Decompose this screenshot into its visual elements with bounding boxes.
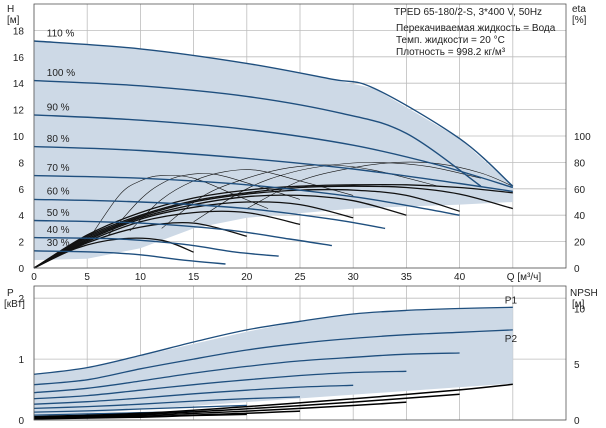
eta-tick-label: 20 [574, 238, 586, 249]
axes [33, 3, 567, 421]
head-curves [33, 40, 514, 269]
head-curve [33, 114, 514, 189]
p-axis-unit: [кВт] [4, 299, 25, 310]
h-tick-label: 4 [18, 211, 24, 222]
h-tick-label: 0 [18, 264, 24, 275]
h-tick-label: 6 [18, 185, 24, 196]
power-envelope [34, 307, 513, 417]
power-curve [33, 329, 513, 386]
q-tick-label: 10 [135, 272, 147, 283]
info-box: TPED 65-180/2-S, 3*400 V, 50Hz Перекачив… [394, 7, 556, 58]
power-curve [33, 396, 301, 410]
head-curve [33, 236, 279, 257]
eta-tick-label: 100 [574, 132, 591, 143]
speed-label: 70 % [47, 163, 70, 174]
q-tick-label: 40 [454, 272, 466, 283]
efficiency-curve [33, 210, 301, 269]
speed-label: 80 % [47, 134, 70, 145]
q-tick-label: 35 [401, 272, 413, 283]
eta-tick-label: 80 [574, 158, 586, 169]
power-envelope-area [34, 307, 513, 417]
efficiency-curve [33, 188, 460, 269]
head-curve [33, 250, 226, 265]
q-tick-label: 30 [348, 272, 360, 283]
h-tick-label: 10 [13, 132, 25, 143]
info-line-1: Перекачиваемая жидкость = Вода [396, 23, 556, 34]
h-tick-label: 16 [13, 53, 25, 64]
npsh-curve [33, 383, 513, 418]
info-line-3: Плотность = 998.2 кг/м³ [396, 47, 506, 58]
chart-title: TPED 65-180/2-S, 3*400 V, 50Hz [394, 7, 542, 18]
eta-tick-label: 0 [574, 264, 580, 275]
head-envelope [34, 41, 513, 261]
p2-label: P2 [505, 334, 518, 345]
speed-label: 30 % [47, 238, 70, 249]
power-curves [33, 306, 513, 420]
power-curve [33, 352, 460, 394]
speed-label: 50 % [47, 208, 70, 219]
head-curve [33, 145, 513, 193]
head-curve [33, 79, 482, 187]
eta-axis-title: eta [572, 4, 586, 15]
q-tick-label: 0 [31, 272, 37, 283]
npsh-axis-title: NPSH [570, 288, 598, 299]
h-tick-label: 8 [18, 158, 24, 169]
x-axis-title: Q [м³/ч] [507, 272, 542, 283]
head-curve [33, 174, 460, 216]
npsh-curve [33, 401, 407, 419]
h-tick-label: 12 [13, 106, 25, 117]
efficiency-hill-curve [193, 162, 481, 223]
q-tick-label: 15 [188, 272, 200, 283]
speed-label: 100 % [47, 68, 75, 79]
p-tick-label: 2 [18, 294, 24, 305]
speed-label: 90 % [47, 102, 70, 113]
p-tick-label: 0 [18, 416, 24, 427]
h-axis-unit: [м] [7, 15, 20, 26]
npsh-tick-label: 5 [574, 360, 580, 371]
q-tick-label: 25 [294, 272, 306, 283]
power-curve [33, 404, 247, 413]
head-curve [33, 198, 386, 230]
p-axis-title: P [7, 288, 14, 299]
npsh-axis-unit: [м] [572, 299, 585, 310]
power-axes-frame [33, 285, 567, 421]
h-axis-title: H [7, 4, 14, 15]
eta-tick-label: 60 [574, 185, 586, 196]
efficiency-curve [33, 194, 407, 269]
head-axes-frame [33, 3, 567, 269]
power-curve [33, 384, 354, 405]
speed-label: 40 % [47, 225, 70, 236]
eta-axis-unit: [%] [572, 15, 587, 26]
q-tick-label: 5 [84, 272, 90, 283]
axis-labels: 110 %100 %90 %80 %70 %60 %50 %40 %30 %P1… [4, 4, 598, 427]
speed-label: 110 % [47, 28, 75, 39]
power-curve [33, 306, 513, 375]
q-tick-label: 20 [241, 272, 253, 283]
info-line-2: Темп. жидкости = 20 °C [396, 35, 505, 46]
efficiency-curve [33, 201, 354, 269]
eta-tick-label: 40 [574, 211, 586, 222]
p1-label: P1 [505, 295, 518, 306]
h-tick-label: 2 [18, 238, 24, 249]
speed-label: 60 % [47, 187, 70, 198]
head-curve [33, 219, 333, 247]
head-envelope-area [34, 41, 513, 261]
efficiency-curve [33, 185, 513, 269]
npsh-tick-label: 10 [574, 304, 586, 315]
head-curve [33, 40, 514, 187]
efficiency-hill-curve [246, 161, 513, 209]
npsh-curve [33, 413, 247, 420]
power-curve [33, 370, 407, 400]
p-tick-label: 1 [18, 355, 24, 366]
npsh-tick-label: 0 [574, 416, 580, 427]
npsh-curve [33, 393, 460, 418]
h-tick-label: 18 [13, 26, 25, 37]
h-tick-label: 14 [13, 79, 25, 90]
